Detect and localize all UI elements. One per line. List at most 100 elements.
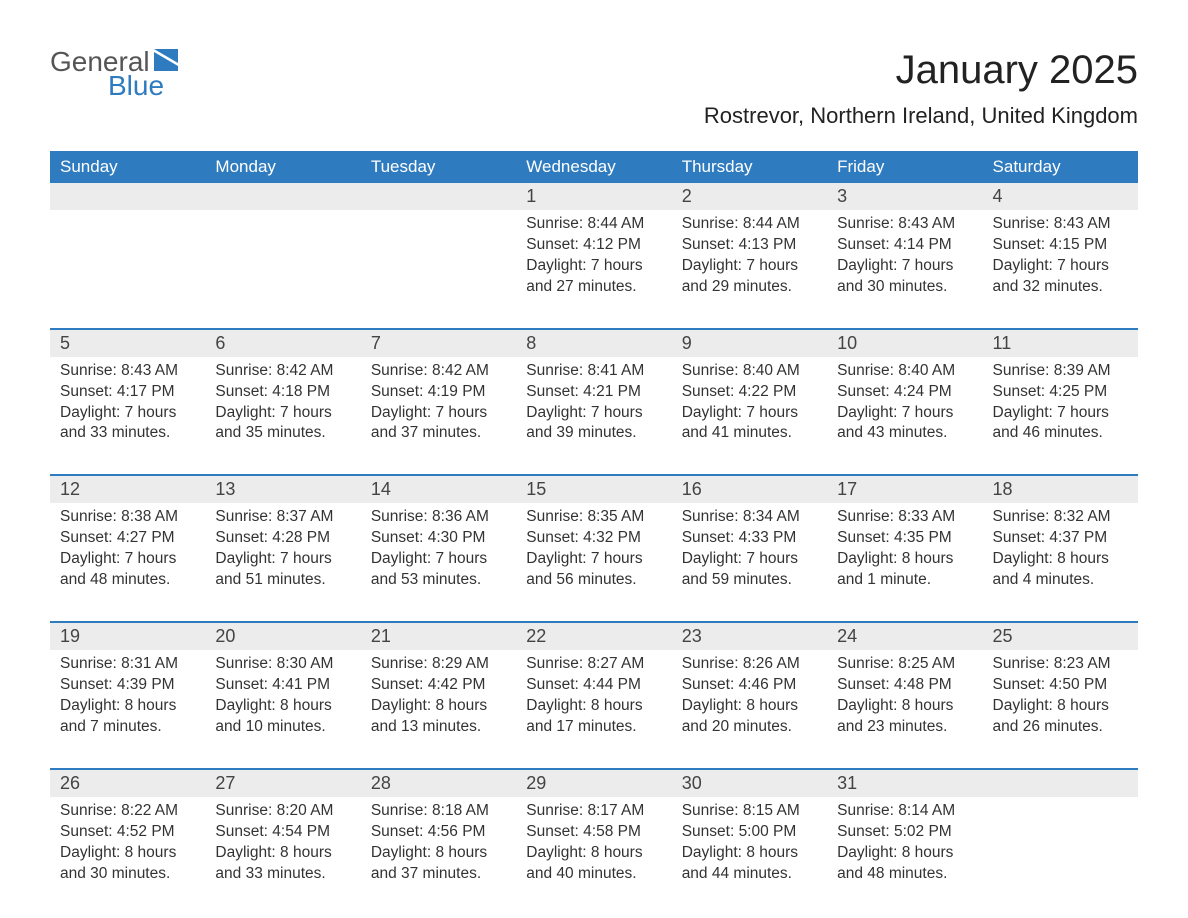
sunset-label: Sunset: <box>215 383 272 400</box>
sunset-value: 5:00 PM <box>739 823 797 840</box>
sunset-value: 4:44 PM <box>583 676 641 693</box>
sunset-label: Sunset: <box>526 236 583 253</box>
logo: General Blue <box>50 48 190 100</box>
daylight-label: Daylight: <box>682 404 747 421</box>
day-cell: Sunrise: 8:36 AMSunset: 4:30 PMDaylight:… <box>361 503 516 622</box>
sunset-label: Sunset: <box>371 676 428 693</box>
day-cell: Sunrise: 8:43 AMSunset: 4:17 PMDaylight:… <box>50 357 205 476</box>
sunset-value: 4:13 PM <box>739 236 797 253</box>
sunset: Sunset: 4:35 PM <box>837 528 972 549</box>
sunrise-value: 8:31 AM <box>121 655 178 672</box>
day-number: 5 <box>50 329 205 357</box>
weekday-header: Thursday <box>672 151 827 183</box>
daylight-label: Daylight: <box>371 550 436 567</box>
daylight: Daylight: 8 hours and 48 minutes. <box>837 843 972 885</box>
calendar-head: SundayMondayTuesdayWednesdayThursdayFrid… <box>50 151 1138 183</box>
sunset-value: 4:17 PM <box>117 383 175 400</box>
daylight: Daylight: 7 hours and 29 minutes. <box>682 256 817 298</box>
header: General Blue January 2025 Rostrevor, Nor… <box>50 48 1138 143</box>
sunset-value: 4:19 PM <box>428 383 486 400</box>
sunrise-value: 8:44 AM <box>587 215 644 232</box>
day-number: 20 <box>205 622 360 650</box>
sunrise: Sunrise: 8:44 AM <box>526 214 661 235</box>
sunrise-value: 8:33 AM <box>898 508 955 525</box>
sunrise: Sunrise: 8:23 AM <box>993 654 1128 675</box>
sunrise: Sunrise: 8:36 AM <box>371 507 506 528</box>
day-cell: Sunrise: 8:37 AMSunset: 4:28 PMDaylight:… <box>205 503 360 622</box>
empty-day-cell <box>983 797 1138 915</box>
sunrise-value: 8:41 AM <box>587 362 644 379</box>
sunset-value: 4:25 PM <box>1049 383 1107 400</box>
sunrise: Sunrise: 8:43 AM <box>837 214 972 235</box>
day-cell: Sunrise: 8:27 AMSunset: 4:44 PMDaylight:… <box>516 650 671 769</box>
sunset-value: 4:54 PM <box>272 823 330 840</box>
sunrise-value: 8:42 AM <box>432 362 489 379</box>
sunrise-label: Sunrise: <box>993 215 1054 232</box>
day-number: 24 <box>827 622 982 650</box>
sunrise-value: 8:25 AM <box>898 655 955 672</box>
sunrise-value: 8:34 AM <box>743 508 800 525</box>
sunrise: Sunrise: 8:33 AM <box>837 507 972 528</box>
logo-text-blue: Blue <box>108 72 190 100</box>
sunrise-label: Sunrise: <box>682 362 743 379</box>
day-number: 31 <box>827 769 982 797</box>
day-cell: Sunrise: 8:40 AMSunset: 4:22 PMDaylight:… <box>672 357 827 476</box>
daylight: Daylight: 7 hours and 35 minutes. <box>215 403 350 445</box>
sunset: Sunset: 4:37 PM <box>993 528 1128 549</box>
sunrise-label: Sunrise: <box>682 655 743 672</box>
sunset-value: 4:41 PM <box>272 676 330 693</box>
day-number: 2 <box>672 183 827 210</box>
day-content-row: Sunrise: 8:44 AMSunset: 4:12 PMDaylight:… <box>50 210 1138 329</box>
sunrise: Sunrise: 8:42 AM <box>215 361 350 382</box>
sunrise: Sunrise: 8:44 AM <box>682 214 817 235</box>
sunrise-label: Sunrise: <box>371 508 432 525</box>
sunrise-value: 8:22 AM <box>121 802 178 819</box>
sunset: Sunset: 4:48 PM <box>837 675 972 696</box>
day-cell: Sunrise: 8:44 AMSunset: 4:13 PM Daylight:… <box>672 210 827 329</box>
sunrise-label: Sunrise: <box>837 215 898 232</box>
sunrise-value: 8:35 AM <box>587 508 644 525</box>
sunset: Sunset: 4:44 PM <box>526 675 661 696</box>
sunrise-label: Sunrise: <box>837 362 898 379</box>
sunset: Sunset: 4:41 PM <box>215 675 350 696</box>
day-cell: Sunrise: 8:14 AMSunset: 5:02 PMDaylight:… <box>827 797 982 915</box>
day-cell: Sunrise: 8:35 AMSunset: 4:32 PMDaylight:… <box>516 503 671 622</box>
sunset-label: Sunset: <box>837 529 894 546</box>
sunset-label: Sunset: <box>526 383 583 400</box>
day-number: 16 <box>672 475 827 503</box>
sunrise-label: Sunrise: <box>215 508 276 525</box>
day-content-row: Sunrise: 8:43 AMSunset: 4:17 PMDaylight:… <box>50 357 1138 476</box>
sunset-value: 4:37 PM <box>1049 529 1107 546</box>
sunrise: Sunrise: 8:17 AM <box>526 801 661 822</box>
day-cell: Sunrise: 8:25 AMSunset: 4:48 PMDaylight:… <box>827 650 982 769</box>
sunrise-value: 8:40 AM <box>743 362 800 379</box>
sunset-label: Sunset: <box>993 529 1050 546</box>
sunrise-value: 8:43 AM <box>898 215 955 232</box>
sunset-value: 4:42 PM <box>428 676 486 693</box>
sunrise-value: 8:17 AM <box>587 802 644 819</box>
daylight-label: Daylight: <box>215 550 280 567</box>
day-number: 9 <box>672 329 827 357</box>
daylight: Daylight: 8 hours and 10 minutes. <box>215 696 350 738</box>
sunrise: Sunrise: 8:38 AM <box>60 507 195 528</box>
daylight: Daylight: 7 hours and 37 minutes. <box>371 403 506 445</box>
sunrise-label: Sunrise: <box>993 508 1054 525</box>
day-content-row: Sunrise: 8:22 AMSunset: 4:52 PMDaylight:… <box>50 797 1138 915</box>
daylight-label: Daylight: <box>60 844 125 861</box>
sunset: Sunset: 4:33 PM <box>682 528 817 549</box>
sunrise: Sunrise: 8:18 AM <box>371 801 506 822</box>
day-number-row: 12131415161718 <box>50 475 1138 503</box>
sunset-label: Sunset: <box>837 236 894 253</box>
sunrise-value: 8:39 AM <box>1054 362 1111 379</box>
day-cell: Sunrise: 8:30 AMSunset: 4:41 PMDaylight:… <box>205 650 360 769</box>
day-number: 4 <box>983 183 1138 210</box>
day-cell: Sunrise: 8:17 AMSunset: 4:58 PMDaylight:… <box>516 797 671 915</box>
empty-day-cell <box>50 210 205 329</box>
day-number: 21 <box>361 622 516 650</box>
sunset-value: 4:32 PM <box>583 529 641 546</box>
sunset-value: 4:21 PM <box>583 383 641 400</box>
sunset-label: Sunset: <box>682 236 739 253</box>
daylight: Daylight: 7 hours and 53 minutes. <box>371 549 506 591</box>
daylight-label: Daylight: <box>837 550 902 567</box>
sunrise-value: 8:29 AM <box>432 655 489 672</box>
